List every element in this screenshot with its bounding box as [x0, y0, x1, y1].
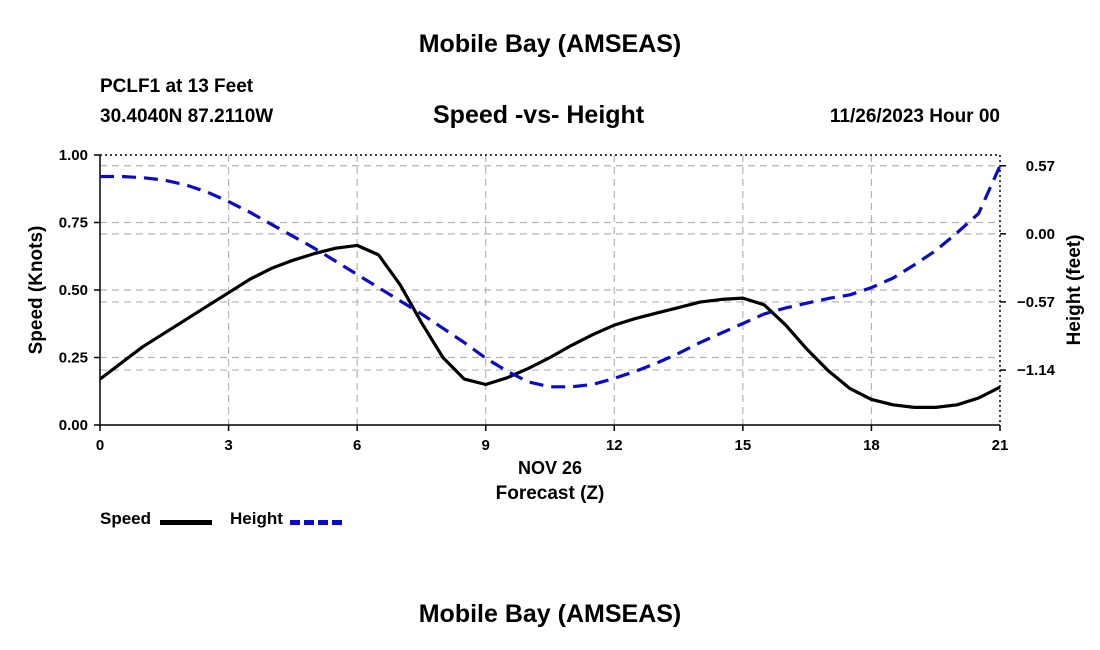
bottom-page-title: Mobile Bay (AMSEAS): [418, 600, 682, 628]
x-tick-label: 21: [992, 437, 1009, 454]
x-tick-label: 3: [224, 437, 232, 454]
y-tick-label: 0.25: [59, 350, 88, 367]
page-title: Mobile Bay (AMSEAS): [418, 30, 682, 58]
y2-tick-label: −1.14: [1017, 362, 1056, 379]
x-tick-label: 15: [735, 437, 752, 454]
x-tick-label: 6: [353, 437, 361, 454]
forecast-date-label: 11/26/2023 Hour 00: [829, 106, 1000, 127]
station-name: PCLF1 at 13 Feet: [100, 76, 254, 97]
legend-speed-swatch: [160, 520, 212, 525]
chart-title: Speed -vs- Height: [433, 101, 645, 129]
y-tick-label: 0.50: [59, 282, 88, 299]
y2-tick-label: 0.57: [1026, 158, 1055, 175]
x-tick-label: 0: [96, 437, 104, 454]
station-coordinates: 30.4040N 87.2110W: [100, 106, 274, 127]
height-series-line: [100, 165, 1002, 389]
y2-tick-label: −0.57: [1017, 294, 1055, 311]
x-tick-label: 12: [606, 437, 623, 454]
x-axis-date-label: NOV 26: [517, 458, 583, 478]
x-tick-label: 9: [482, 437, 490, 454]
y-tick-label: 1.00: [59, 147, 88, 164]
y-tick-label: 0.00: [59, 417, 88, 434]
legend-height-label: Height: [230, 509, 283, 528]
y-axis-left-label: Speed (Knots): [26, 225, 47, 355]
speed-series-line: [99, 243, 1001, 409]
legend-speed-label: Speed: [100, 509, 152, 528]
y-tick-label: 0.75: [59, 215, 88, 232]
x-axis-label: Forecast (Z): [495, 483, 605, 504]
y-axis-right-label: Height (feet): [1064, 234, 1085, 346]
legend-height-swatch: [290, 520, 342, 525]
x-tick-label: 18: [863, 437, 880, 454]
y2-tick-label: 0.00: [1026, 226, 1055, 243]
